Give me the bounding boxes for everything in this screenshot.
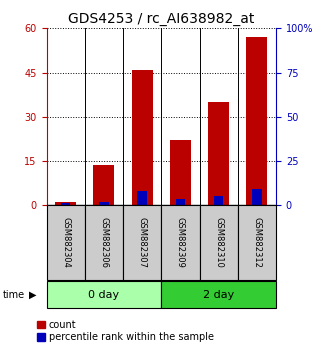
- Bar: [161, 281, 276, 308]
- Bar: [55, 202, 76, 205]
- Bar: [238, 205, 276, 280]
- Bar: [132, 70, 153, 205]
- Legend: count, percentile rank within the sample: count, percentile rank within the sample: [37, 320, 214, 342]
- Bar: [137, 191, 147, 205]
- Bar: [99, 202, 109, 205]
- Bar: [61, 202, 70, 205]
- Text: time: time: [3, 290, 25, 300]
- Bar: [247, 37, 267, 205]
- Text: 0 day: 0 day: [88, 290, 119, 300]
- Bar: [176, 199, 185, 205]
- Bar: [123, 205, 161, 280]
- Bar: [161, 205, 200, 280]
- Text: ▶: ▶: [29, 290, 36, 300]
- Text: GSM882312: GSM882312: [252, 217, 261, 268]
- Bar: [85, 205, 123, 280]
- Bar: [252, 189, 262, 205]
- Text: GSM882306: GSM882306: [100, 217, 108, 268]
- Text: GSM882304: GSM882304: [61, 217, 70, 268]
- Text: GSM882309: GSM882309: [176, 217, 185, 268]
- Text: 2 day: 2 day: [203, 290, 234, 300]
- Bar: [47, 281, 161, 308]
- Text: GSM882310: GSM882310: [214, 217, 223, 268]
- Text: GSM882307: GSM882307: [138, 217, 147, 268]
- Title: GDS4253 / rc_AI638982_at: GDS4253 / rc_AI638982_at: [68, 12, 255, 26]
- Bar: [93, 166, 115, 205]
- Bar: [214, 196, 223, 205]
- Bar: [200, 205, 238, 280]
- Bar: [47, 205, 85, 280]
- Bar: [170, 141, 191, 205]
- Bar: [208, 102, 229, 205]
